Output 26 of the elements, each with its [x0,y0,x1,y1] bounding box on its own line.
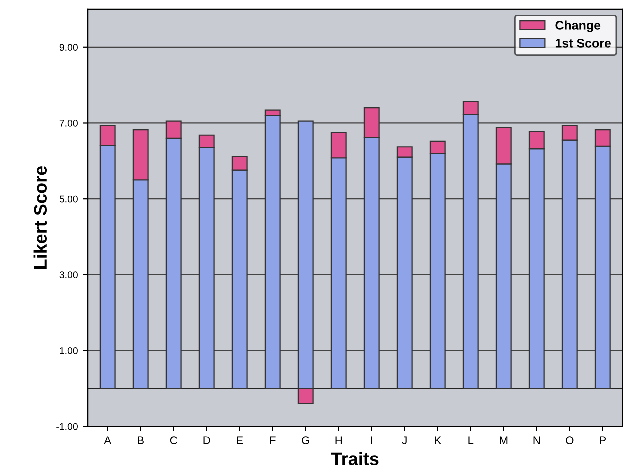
legend-label: 1st Score [556,39,612,48]
y-tick-label: 3.00 [60,272,78,279]
x-tick-label: M [500,436,508,444]
x-tick-label: F [270,436,276,444]
y-tick-label: 1.00 [60,347,78,354]
legend-label: Change [556,20,601,32]
x-axis-title: Traits [332,452,379,466]
x-tick-label: I [371,436,372,444]
x-tick-label: O [566,436,574,444]
x-tick-label: H [336,436,342,444]
x-tick-label: A [104,436,112,444]
y-tick-label: 5.00 [60,196,78,203]
x-tick-label: G [302,436,310,444]
x-tick-label: E [237,436,244,444]
x-tick-label: L [468,436,474,444]
y-tick-label: -1.00 [56,423,78,430]
x-tick-label: P [600,436,606,444]
x-tick-label: B [138,436,144,444]
x-tick-label: D [204,436,210,444]
y-tick-label: 7.00 [60,120,78,127]
y-axis-title: Likert Score [34,166,48,270]
x-tick-label: J [402,436,407,444]
x-tick-label: C [170,436,178,444]
y-tick-label: 9.00 [60,44,78,52]
x-tick-label: N [534,436,540,444]
x-tick-label: K [435,436,442,444]
